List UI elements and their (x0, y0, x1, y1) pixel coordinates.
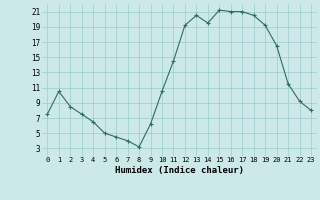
X-axis label: Humidex (Indice chaleur): Humidex (Indice chaleur) (115, 166, 244, 175)
